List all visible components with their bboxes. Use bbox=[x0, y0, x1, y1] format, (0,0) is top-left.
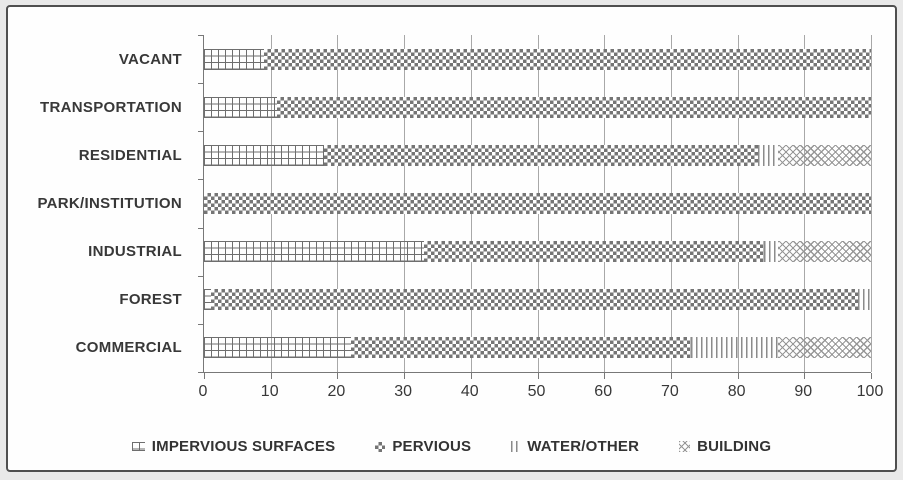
plot-area bbox=[198, 35, 872, 379]
category-label: COMMERCIAL bbox=[75, 339, 182, 357]
legend-label: WATER/OTHER bbox=[527, 438, 640, 455]
x-axis-tick bbox=[204, 373, 205, 379]
bar-row-vacant bbox=[204, 48, 871, 70]
bar-segment-impervious-grid bbox=[204, 241, 425, 263]
y-axis-tick bbox=[198, 372, 204, 373]
bar-row-industrial bbox=[204, 241, 871, 263]
bar-segment-water-vertical-lines bbox=[690, 337, 778, 359]
category-label: VACANT bbox=[118, 50, 182, 68]
legend-item-building: BUILDING bbox=[679, 438, 771, 455]
gridline bbox=[871, 35, 872, 372]
legend-item-impervious-surfaces: IMPERVIOUS SURFACES bbox=[131, 438, 336, 455]
y-axis-tick bbox=[198, 227, 204, 229]
x-axis-tick-label: 20 bbox=[327, 383, 346, 400]
bar-segment-pervious-checker bbox=[277, 96, 871, 118]
category-label: TRANSPORTATION bbox=[40, 98, 182, 116]
bar-segment-pervious-checker bbox=[264, 48, 871, 70]
legend: IMPERVIOUS SURFACES PERVIOUS WATER/OTHER… bbox=[8, 438, 895, 455]
x-axis-tick bbox=[737, 373, 739, 379]
x-axis-tick bbox=[871, 373, 872, 379]
bar-segment-pervious-checker bbox=[324, 144, 758, 166]
value-axis-labels: 0 10 20 30 40 50 60 70 80 90 100 bbox=[199, 383, 884, 405]
category-label: RESIDENTIAL bbox=[78, 146, 182, 164]
bar-segment-pervious-checker bbox=[210, 289, 858, 311]
bar-segment-pervious-checker bbox=[204, 193, 871, 214]
bar-segment-pervious-checker bbox=[424, 241, 765, 263]
x-axis-tick-label: 60 bbox=[594, 383, 613, 400]
y-axis-tick bbox=[198, 83, 204, 85]
bar-segment-impervious-grid bbox=[204, 48, 265, 70]
x-axis-tick-label: 30 bbox=[394, 383, 412, 400]
x-axis-tick-label: 90 bbox=[794, 383, 813, 400]
category-label: PARK/INSTITUTION bbox=[37, 194, 182, 212]
legend-label: PERVIOUS bbox=[392, 438, 472, 455]
bar-row-transportation bbox=[204, 96, 871, 118]
bar-segment-water-vertical-lines bbox=[757, 144, 778, 166]
x-axis-tick-label: 40 bbox=[460, 383, 479, 400]
x-axis-tick-label: 50 bbox=[527, 383, 546, 400]
bar-row-commercial bbox=[204, 337, 871, 359]
y-axis-tick bbox=[198, 35, 204, 36]
legend-item-water-other: WATER/OTHER bbox=[511, 438, 639, 455]
x-axis-tick bbox=[270, 373, 272, 379]
bar-segment-impervious-grid bbox=[204, 289, 211, 311]
impervious-grid-pattern-icon bbox=[131, 442, 145, 451]
y-axis-tick bbox=[198, 323, 204, 325]
x-axis-tick bbox=[670, 373, 672, 379]
legend-item-pervious: PERVIOUS bbox=[375, 438, 471, 455]
x-axis-tick bbox=[404, 373, 406, 379]
bar-row-park-institution bbox=[204, 193, 871, 214]
bar-segment-building-diagonal-weave bbox=[777, 241, 871, 263]
bar-row-forest bbox=[204, 289, 871, 311]
bar-segment-impervious-grid bbox=[204, 96, 278, 118]
x-axis-tick-label: 70 bbox=[660, 383, 679, 400]
legend-label: BUILDING bbox=[697, 438, 772, 455]
bar-row-residential bbox=[204, 144, 871, 166]
x-axis-tick-label: 0 bbox=[198, 383, 208, 400]
y-axis-tick bbox=[198, 131, 204, 133]
x-axis-tick bbox=[537, 373, 539, 379]
x-axis-tick bbox=[337, 373, 339, 379]
bar-segment-building-diagonal-weave bbox=[777, 337, 871, 359]
chart-frame: VACANT TRANSPORTATION RESIDENTIAL PARK/INST… bbox=[6, 5, 897, 472]
water-vertical-lines-pattern-icon bbox=[511, 441, 521, 452]
legend-label: IMPERVIOUS SURFACES bbox=[151, 438, 336, 455]
x-axis-tick-label: 80 bbox=[727, 383, 746, 400]
bar-segment-impervious-grid bbox=[204, 144, 325, 166]
building-diagonal-weave-pattern-icon bbox=[679, 441, 691, 452]
y-axis-tick bbox=[198, 179, 204, 181]
bar-segment-pervious-checker bbox=[350, 337, 691, 359]
bar-segment-water-vertical-lines bbox=[764, 241, 778, 263]
category-axis-labels: VACANT TRANSPORTATION RESIDENTIAL PARK/INST… bbox=[8, 35, 192, 372]
bar-segment-impervious-grid bbox=[204, 337, 351, 359]
category-label: INDUSTRIAL bbox=[88, 243, 182, 261]
category-label: FOREST bbox=[119, 291, 182, 309]
bar-segment-building-diagonal-weave bbox=[777, 144, 871, 166]
x-axis-tick bbox=[604, 373, 606, 379]
x-axis-tick bbox=[804, 373, 806, 379]
x-axis-tick-label: 10 bbox=[260, 383, 279, 400]
x-axis-tick bbox=[470, 373, 472, 379]
bar-segment-water-vertical-lines bbox=[857, 289, 871, 311]
x-axis-tick-label: 100 bbox=[856, 383, 884, 400]
pervious-checker-pattern-icon bbox=[375, 441, 386, 452]
y-axis-tick bbox=[198, 275, 204, 277]
